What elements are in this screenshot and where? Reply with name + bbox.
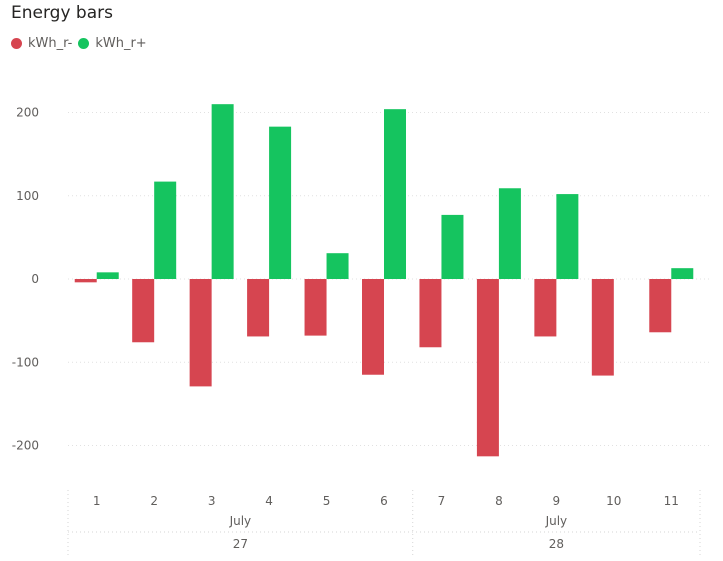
bar-kwh-r-plus[interactable]	[326, 253, 349, 279]
bar-kwh-r-minus[interactable]	[189, 279, 212, 387]
bar-kwh-r-minus[interactable]	[247, 279, 270, 337]
legend-dot-kwh-r-minus	[11, 38, 22, 49]
legend: kWh_r- kWh_r+	[11, 36, 153, 51]
legend-item-kwh-r-plus[interactable]: kWh_r+	[78, 36, 147, 51]
y-tick-label: -100	[12, 355, 39, 369]
bar-kwh-r-plus[interactable]	[498, 188, 521, 279]
x-tick-label: 6	[380, 494, 388, 508]
y-tick-label: 100	[16, 189, 39, 203]
bar-kwh-r-minus[interactable]	[74, 279, 97, 283]
x-tick-label: 3	[208, 494, 216, 508]
x-tick-label: 1	[93, 494, 101, 508]
x-tick-label: 5	[323, 494, 331, 508]
x-group-day-label: 27	[233, 537, 248, 551]
bar-kwh-r-plus[interactable]	[384, 109, 406, 279]
x-tick-label: 9	[553, 494, 561, 508]
legend-item-kwh-r-minus[interactable]: kWh_r-	[11, 36, 72, 51]
x-tick-label: 8	[495, 494, 503, 508]
y-axis-ticks: -200 -100 0 100 200	[12, 106, 39, 453]
x-tick-label: 7	[438, 494, 446, 508]
bar-kwh-r-minus[interactable]	[649, 279, 672, 333]
bar-kwh-r-plus[interactable]	[556, 194, 579, 279]
y-tick-label: 200	[16, 106, 39, 120]
bar-kwh-r-minus[interactable]	[304, 279, 327, 336]
bar-kwh-r-plus[interactable]	[96, 272, 119, 279]
bar-kwh-r-plus[interactable]	[154, 181, 177, 279]
bars	[74, 104, 694, 457]
bar-kwh-r-minus[interactable]	[362, 279, 384, 375]
x-group-month-label: July	[545, 514, 568, 528]
bar-kwh-r-plus[interactable]	[211, 104, 234, 279]
x-tick-label: 2	[150, 494, 158, 508]
x-tick-label: 11	[664, 494, 679, 508]
bar-kwh-r-minus[interactable]	[591, 279, 614, 376]
y-tick-label: -200	[12, 439, 39, 453]
legend-label-kwh-r-minus: kWh_r-	[28, 36, 73, 51]
x-group-month-label: July	[229, 514, 252, 528]
bar-kwh-r-minus[interactable]	[534, 279, 557, 337]
bar-kwh-r-minus[interactable]	[132, 279, 155, 343]
y-tick-label: 0	[31, 272, 39, 286]
legend-label-kwh-r-plus: kWh_r+	[95, 36, 147, 51]
x-tick-label: 10	[606, 494, 621, 508]
bar-kwh-r-minus[interactable]	[419, 279, 442, 348]
bar-kwh-r-plus[interactable]	[269, 126, 292, 279]
chart-title: Energy bars	[11, 3, 113, 23]
bar-kwh-r-minus[interactable]	[476, 279, 499, 457]
x-axis: 1 2 3 4 5 6 7 8 9 10 11 July 27 July 28	[67, 490, 701, 557]
x-tick-label: 4	[265, 494, 273, 508]
bar-kwh-r-plus[interactable]	[671, 268, 694, 279]
x-group-day-label: 28	[549, 537, 564, 551]
legend-dot-kwh-r-plus	[78, 38, 90, 49]
bar-kwh-r-plus[interactable]	[441, 214, 464, 279]
